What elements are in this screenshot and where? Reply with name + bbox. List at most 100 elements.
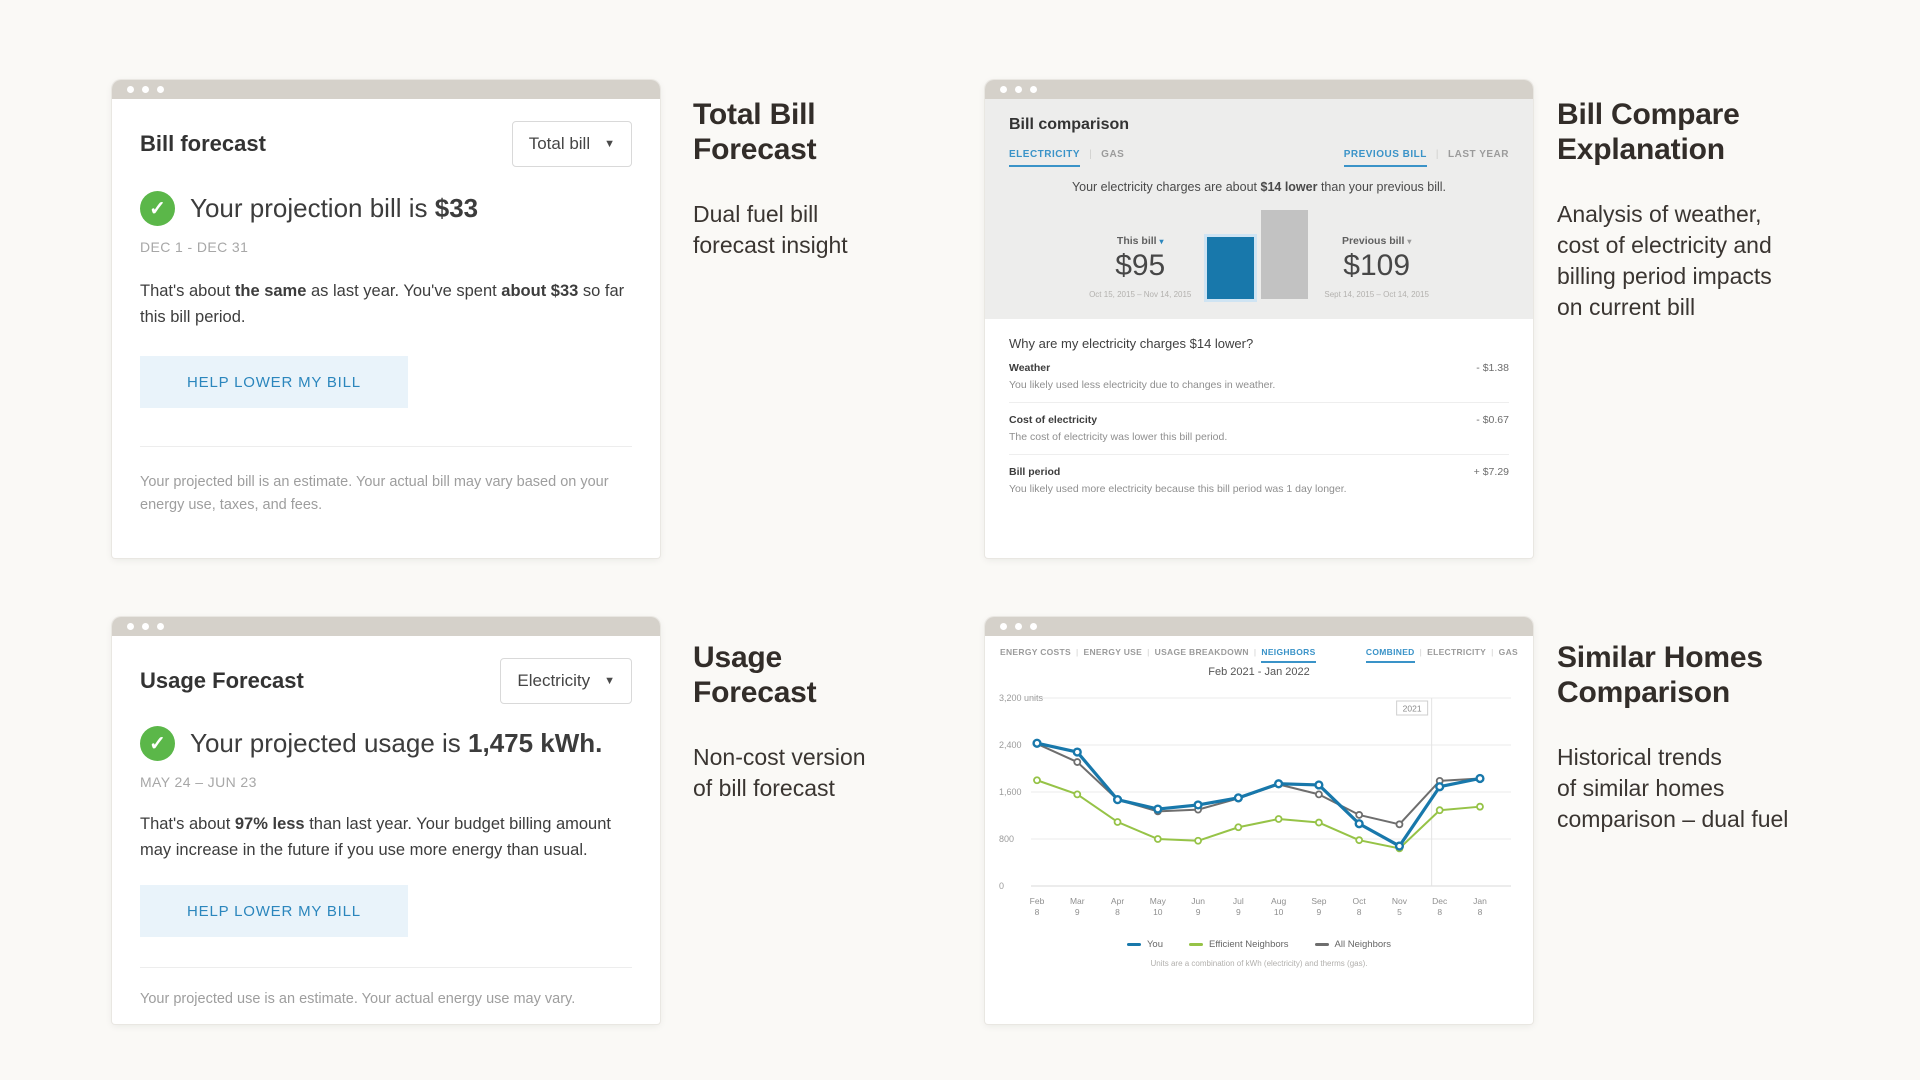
tab-gas[interactable]: GAS (1498, 647, 1518, 657)
svg-text:Apr: Apr (1111, 896, 1124, 906)
window-dot-icon (157, 623, 164, 630)
this-bill-bar (1207, 237, 1255, 299)
window-dot-icon (142, 86, 149, 93)
tab-electricity[interactable]: ELECTRICITY (1427, 647, 1487, 657)
chevron-down-icon: ▾ (1159, 237, 1164, 246)
svg-text:0: 0 (999, 881, 1004, 891)
svg-text:Aug: Aug (1271, 896, 1286, 906)
caption-usage-forecast: Usage Forecast Non-cost version of bill … (693, 640, 993, 804)
fuel-type-dropdown[interactable]: Total bill ▼ (511, 121, 632, 167)
chevron-down-icon: ▼ (604, 138, 615, 150)
svg-text:10: 10 (1153, 907, 1163, 917)
window-chrome (112, 617, 660, 636)
caption-title: Usage Forecast (693, 641, 817, 710)
legend-swatch-icon (1188, 943, 1203, 946)
caption-title: Total Bill Forecast (693, 98, 817, 167)
card-title: Bill comparison (1009, 116, 1130, 133)
factor-amount: + $7.29 (1473, 466, 1509, 478)
forecast-summary: That's about the same as last year. You'… (140, 282, 625, 326)
svg-text:8: 8 (1115, 907, 1120, 917)
tab-separator: | (1089, 149, 1093, 160)
explanation-question: Why are my electricity charges $14 lower… (1009, 336, 1254, 351)
this-bill-block: This bill ▾ $95 Oct 15, 2015 – Nov 14, 2… (1089, 235, 1191, 299)
caption-subtitle: Non-cost version of bill forecast (693, 744, 866, 801)
window-dot-icon (1015, 623, 1022, 630)
factor-row-weather: Weather - $1.38 You likely used less ele… (1009, 362, 1509, 403)
window-chrome (985, 617, 1533, 636)
dropdown-value: Electricity (517, 671, 591, 690)
previous-bill-block: Previous bill ▾ $109 Sept 14, 2015 – Oct… (1324, 235, 1429, 299)
svg-text:8: 8 (1035, 907, 1040, 917)
divider (140, 446, 632, 448)
tab-separator: | (1435, 149, 1439, 160)
window-dot-icon (127, 623, 134, 630)
svg-text:3,200 units: 3,200 units (999, 693, 1044, 703)
legend-item: You (1126, 939, 1163, 950)
success-check-icon: ✓ (140, 726, 175, 761)
tab-electricity[interactable]: ELECTRICITY (1009, 149, 1081, 167)
tab-energy-costs[interactable]: ENERGY COSTS (1000, 647, 1071, 657)
projection-headline: Your projection bill is $33 (190, 193, 479, 223)
svg-text:Mar: Mar (1070, 896, 1085, 906)
factor-row-cost: Cost of electricity - $0.67 The cost of … (1009, 414, 1509, 455)
divider (140, 967, 632, 969)
window-chrome (985, 80, 1533, 99)
window-dot-icon (1000, 86, 1007, 93)
factor-description: You likely used more electricity because… (1009, 483, 1347, 495)
previous-bill-dates: Sept 14, 2015 – Oct 14, 2015 (1324, 290, 1429, 299)
previous-bill-label: Previous bill (1341, 235, 1405, 247)
window-dot-icon (127, 86, 134, 93)
tab-separator: | (1419, 647, 1423, 657)
fuel-tab-group: ELECTRICITY | GAS (1009, 149, 1124, 167)
factor-name: Cost of electricity (1009, 414, 1098, 426)
tab-gas[interactable]: GAS (1101, 149, 1125, 160)
tab-neighbors[interactable]: NEIGHBORS (1261, 647, 1316, 663)
billing-period: DEC 1 - DEC 31 (140, 239, 249, 255)
caption-subtitle: Analysis of weather, cost of electricity… (1557, 201, 1772, 320)
window-dot-icon (1015, 86, 1022, 93)
card-title: Bill forecast (140, 131, 266, 156)
help-lower-bill-button[interactable]: HELP LOWER MY BILL (140, 885, 408, 938)
svg-text:800: 800 (999, 834, 1014, 844)
svg-text:9: 9 (1236, 907, 1241, 917)
compare-tab-group: PREVIOUS BILL | LAST YEAR (1343, 149, 1509, 167)
caption-total-bill-forecast: Total Bill Forecast Dual fuel bill forec… (693, 97, 993, 261)
svg-text:Oct: Oct (1353, 896, 1367, 906)
chart-legend: You Efficient Neighbors All Neighbors (985, 939, 1533, 950)
svg-text:Sep: Sep (1311, 896, 1326, 906)
svg-text:9: 9 (1317, 907, 1322, 917)
bill-comparison-window: Bill comparison ELECTRICITY | GAS PREVIOUS… (985, 80, 1533, 558)
tab-last-year[interactable]: LAST YEAR (1448, 149, 1509, 160)
svg-text:8: 8 (1437, 907, 1442, 917)
usage-forecast-window: Usage Forecast Electricity ▼ ✓ Your proj… (112, 617, 660, 1024)
tab-combined[interactable]: COMBINED (1365, 647, 1415, 663)
svg-text:May: May (1150, 896, 1167, 906)
window-dot-icon (157, 86, 164, 93)
billing-period: MAY 24 – JUN 23 (140, 774, 257, 790)
tab-previous-bill[interactable]: PREVIOUS BILL (1343, 149, 1427, 167)
this-bill-amount: $95 (1115, 249, 1166, 282)
tab-energy-use[interactable]: ENERGY USE (1083, 647, 1143, 657)
tab-separator: | (1253, 647, 1257, 657)
chart-date-range: Feb 2021 - Jan 2022 (1208, 666, 1310, 678)
chevron-down-icon: ▾ (1407, 237, 1412, 246)
legend-item: All Neighbors (1314, 939, 1391, 950)
card-title: Usage Forecast (140, 668, 304, 693)
fuel-type-dropdown[interactable]: Electricity ▼ (500, 658, 632, 704)
svg-text:10: 10 (1274, 907, 1284, 917)
help-lower-bill-button[interactable]: HELP LOWER MY BILL (140, 356, 408, 409)
svg-text:2021: 2021 (1403, 704, 1422, 714)
tab-separator: | (1076, 647, 1079, 657)
neighbors-comparison-window: ENERGY COSTS | ENERGY USE | USAGE BREAKDOWN |… (985, 617, 1533, 1024)
factor-amount: - $0.67 (1476, 414, 1509, 426)
svg-text:9: 9 (1075, 907, 1080, 917)
this-bill-label: This bill (1116, 235, 1157, 247)
factor-name: Bill period (1009, 466, 1061, 478)
tab-usage-breakdown[interactable]: USAGE BREAKDOWN (1154, 647, 1249, 657)
svg-text:1,600: 1,600 (999, 787, 1022, 797)
tab-separator: | (1147, 647, 1150, 657)
svg-text:Feb: Feb (1030, 896, 1045, 906)
tab-separator: | (1491, 647, 1494, 657)
previous-bill-amount: $109 (1343, 249, 1411, 282)
